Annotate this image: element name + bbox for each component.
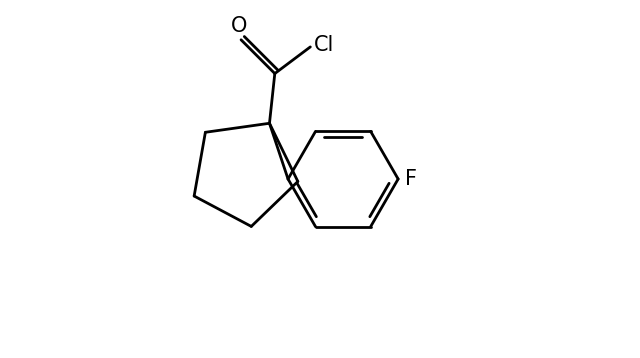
Text: O: O	[231, 16, 248, 36]
Text: F: F	[404, 169, 417, 189]
Text: Cl: Cl	[314, 35, 334, 55]
